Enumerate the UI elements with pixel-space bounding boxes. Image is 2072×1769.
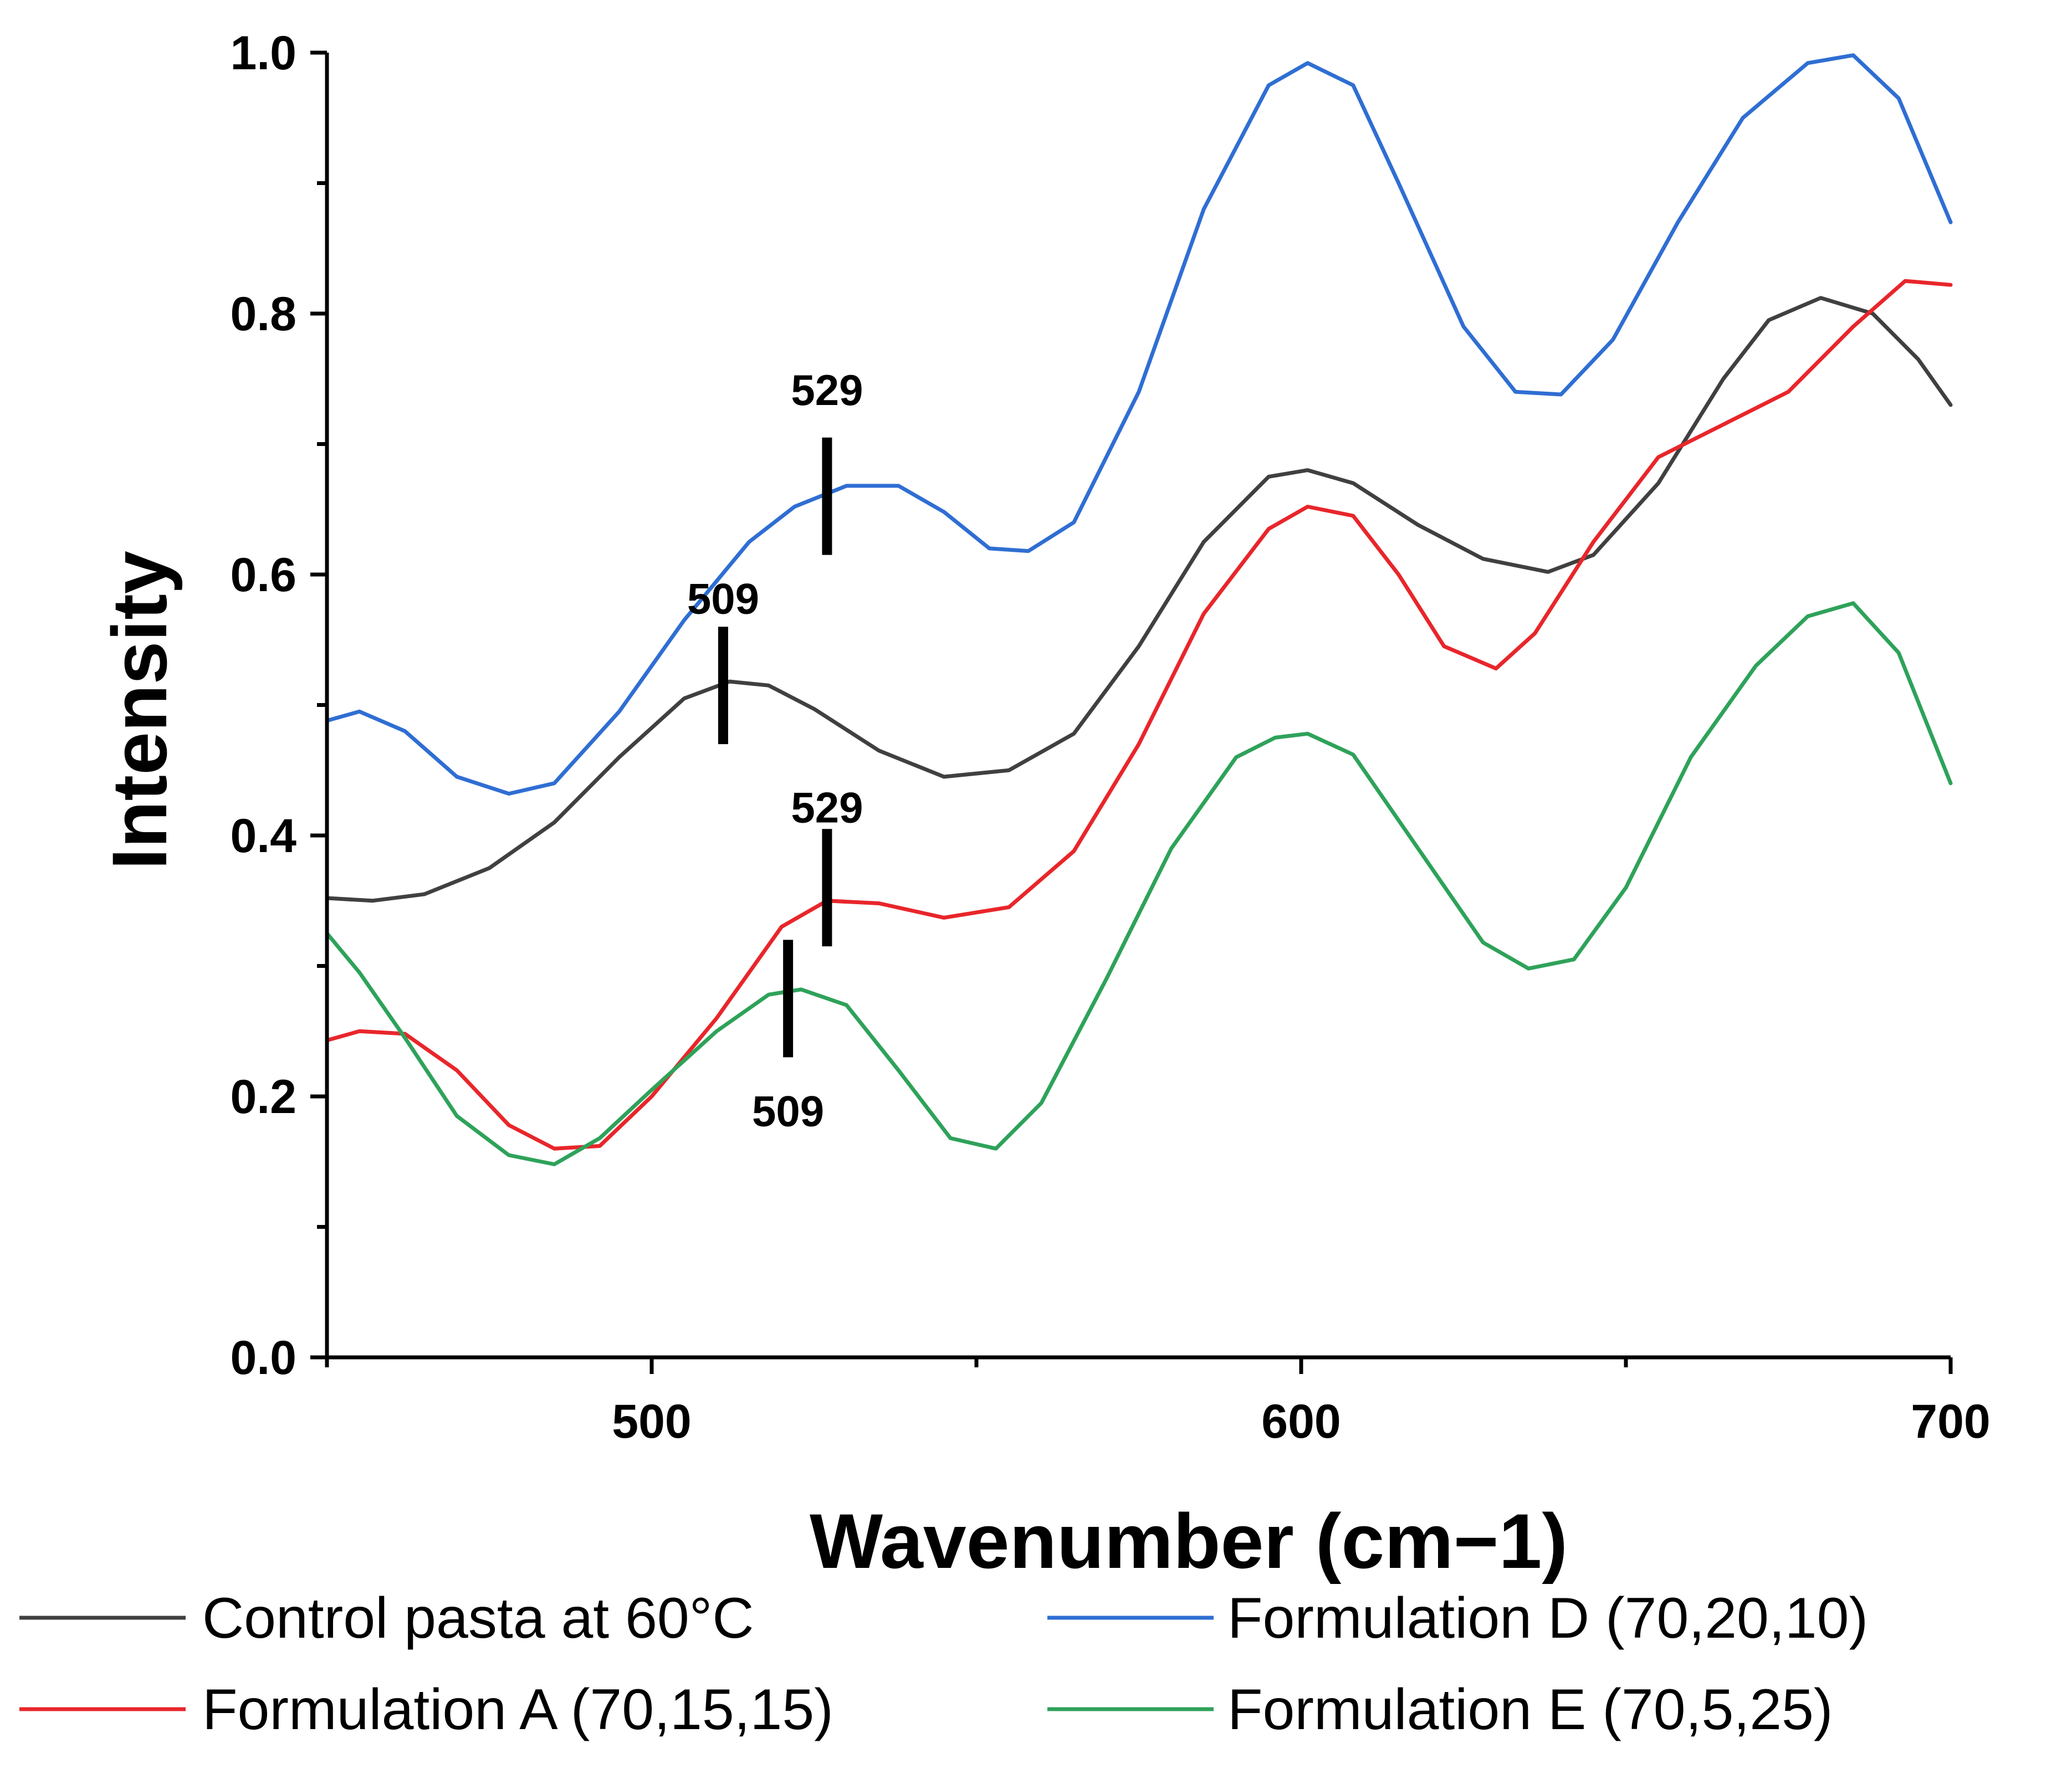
peak-label-3: 529 xyxy=(791,783,863,832)
x-tick-label: 600 xyxy=(1261,1395,1341,1448)
peak-label-1: 509 xyxy=(687,575,759,623)
y-tick-label: 0.6 xyxy=(230,548,296,602)
series-line-1 xyxy=(325,296,1953,903)
legend: Control pasta at 60°C Formulation A (70,1… xyxy=(19,1586,1868,1742)
y-tick-label: 1.0 xyxy=(230,27,296,80)
y-tick-label: 0.8 xyxy=(230,288,296,341)
legend-label-4: Formulation E (70,5,25) xyxy=(1227,1678,1833,1742)
x-axis-title: Wavenumber (cm−1) xyxy=(810,1498,1568,1585)
series-line-2 xyxy=(325,279,1953,1151)
x-tick-label: 700 xyxy=(1911,1395,1991,1448)
peak-label-2: 529 xyxy=(791,366,863,414)
y-axis-title: Intensity xyxy=(96,551,183,870)
legend-label-2: Formulation A (70,15,15) xyxy=(202,1678,833,1742)
legend-label-3: Formulation D (70,20,10) xyxy=(1227,1586,1868,1650)
y-tick-label: 0.2 xyxy=(230,1070,296,1124)
y-tick-label: 0.0 xyxy=(230,1331,296,1385)
plot-area: 509 529 529 509 xyxy=(325,53,1953,1166)
legend-label-1: Control pasta at 60°C xyxy=(202,1586,754,1650)
x-tick-label: 500 xyxy=(612,1395,692,1448)
axes: 0.0 0.2 0.4 0.6 0.8 1.0 500 600 700 xyxy=(230,27,1990,1448)
series-line-4 xyxy=(325,601,1953,1166)
y-tick-label: 0.4 xyxy=(230,809,296,863)
peak-label-4: 509 xyxy=(752,1087,824,1136)
series-line-3 xyxy=(325,53,1953,796)
